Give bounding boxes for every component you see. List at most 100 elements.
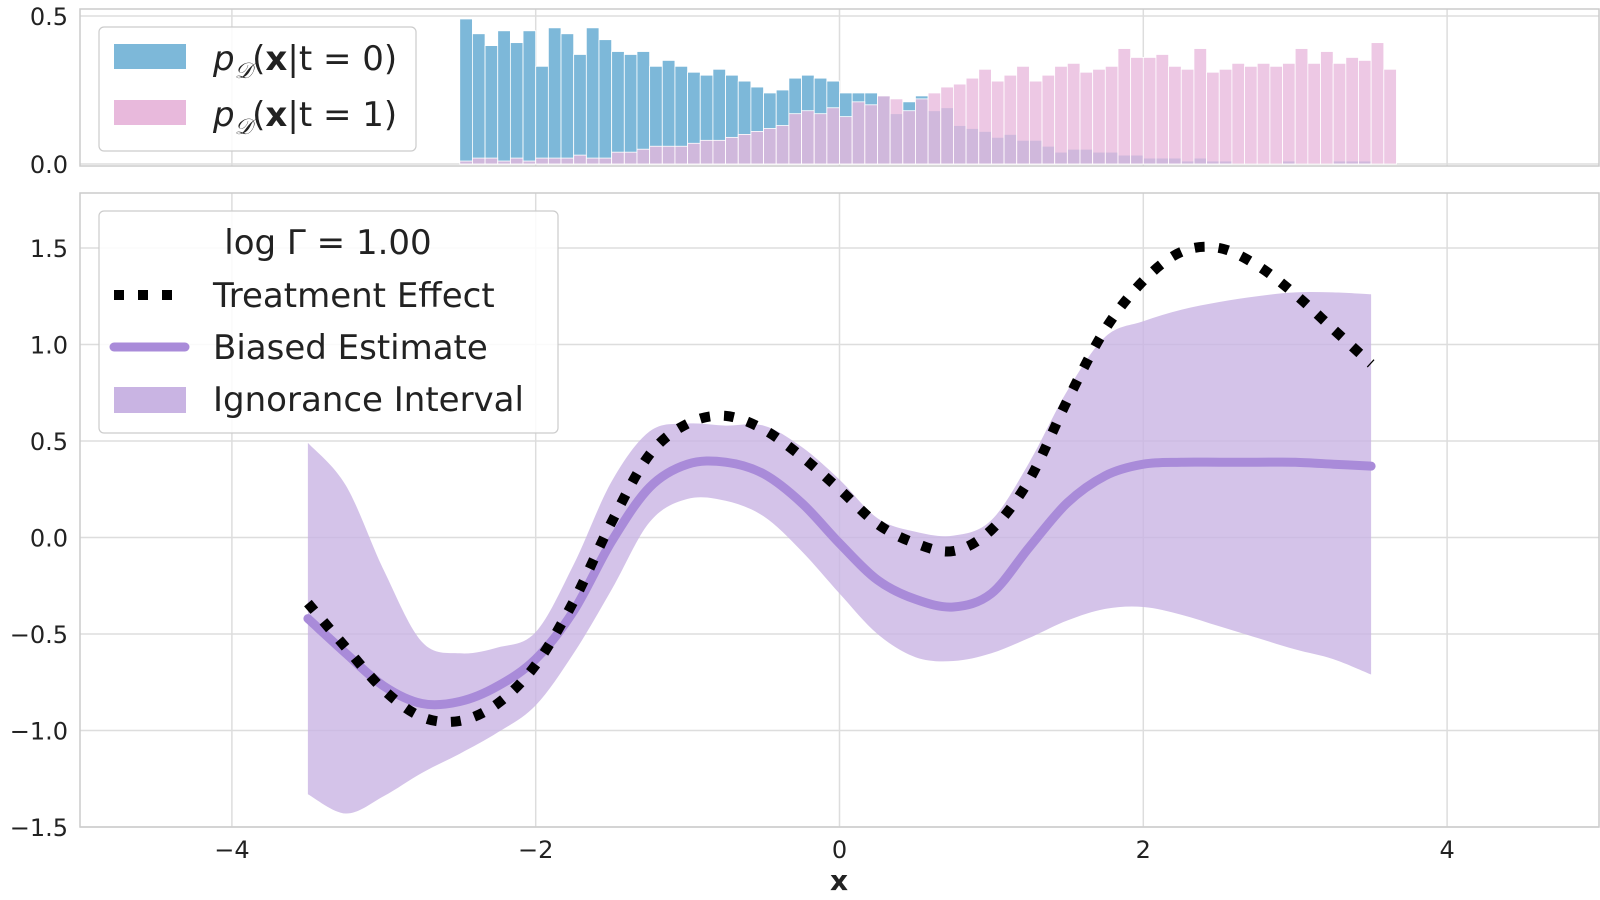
bar-t1 bbox=[1370, 42, 1385, 165]
bar-t1 bbox=[585, 157, 600, 165]
bar-t1 bbox=[737, 133, 752, 165]
bar-t1 bbox=[1345, 57, 1359, 165]
bottom-y-tick-labels: −1.5 −1.0 −0.5 0.0 0.5 1.0 1.5 bbox=[10, 235, 68, 842]
legend-label-t1: p𝒟(x|t = 1) bbox=[212, 95, 397, 140]
bar-t1 bbox=[953, 83, 967, 165]
bar-t1 bbox=[1117, 48, 1132, 165]
bar-t1 bbox=[965, 77, 980, 165]
bar-t1 bbox=[788, 113, 802, 165]
bar-t0 bbox=[573, 54, 587, 165]
bar-t1 bbox=[1256, 62, 1271, 165]
bar-t1 bbox=[851, 101, 866, 165]
top-histogram-panel: 0.0 0.5 p𝒟(x|t = 0) p𝒟(x|t = 1) bbox=[30, 3, 1600, 179]
legend-swatch-t1 bbox=[114, 100, 186, 125]
x-tick-label: 4 bbox=[1439, 836, 1454, 864]
bar-t1 bbox=[1028, 80, 1043, 165]
bar-t0 bbox=[484, 45, 499, 165]
bar-t1 bbox=[1104, 65, 1119, 165]
legend-swatch-t0 bbox=[114, 44, 186, 69]
y-tick-label: −1.0 bbox=[10, 718, 68, 746]
bar-t0 bbox=[535, 65, 549, 165]
bar-t1 bbox=[1269, 65, 1283, 165]
bar-t1 bbox=[940, 86, 954, 165]
bar-t0 bbox=[598, 39, 613, 165]
bar-t1 bbox=[497, 160, 511, 165]
bar-t1 bbox=[1282, 62, 1296, 165]
bar-t1 bbox=[1066, 62, 1081, 165]
bar-t1 bbox=[864, 104, 878, 165]
bar-t1 bbox=[889, 98, 904, 165]
top-y-tick-label: 0.0 bbox=[30, 151, 68, 179]
y-tick-label: 0.0 bbox=[30, 525, 68, 553]
ignorance-interval-band bbox=[307, 292, 1372, 814]
top-axes-frame bbox=[79, 8, 1600, 167]
legend-label-treatment-effect: Treatment Effect bbox=[212, 276, 495, 316]
x-tick-label: 2 bbox=[1136, 836, 1151, 864]
bar-t1 bbox=[1206, 71, 1220, 165]
bar-t1 bbox=[472, 157, 486, 165]
bar-t0 bbox=[522, 30, 537, 165]
bar-t0 bbox=[497, 30, 511, 165]
bar-t0 bbox=[472, 33, 486, 165]
bar-t1 bbox=[1130, 57, 1144, 165]
bar-t1 bbox=[661, 145, 676, 165]
top-y-tick-label: 0.5 bbox=[30, 3, 68, 31]
y-tick-label: 1.5 bbox=[30, 235, 68, 263]
bar-t0 bbox=[623, 54, 638, 165]
bar-t1 bbox=[560, 157, 575, 165]
bar-t1 bbox=[1079, 71, 1094, 165]
x-axis-label: x bbox=[830, 864, 848, 897]
bar-t1 bbox=[459, 160, 473, 165]
bar-t1 bbox=[547, 157, 562, 165]
bottom-x-tick-labels: −4 −2 0 2 4 bbox=[214, 836, 1455, 864]
bar-t0 bbox=[560, 33, 575, 165]
bar-t1 bbox=[674, 145, 688, 165]
x-tick-label: 0 bbox=[832, 836, 847, 864]
x-tick-label: −4 bbox=[214, 836, 249, 864]
bar-t1 bbox=[775, 125, 790, 165]
bar-t1 bbox=[1180, 68, 1195, 165]
bar-t0 bbox=[585, 27, 600, 165]
bar-t1 bbox=[1193, 48, 1207, 165]
bar-t1 bbox=[1218, 68, 1233, 165]
bottom-legend: log Γ = 1.00 Treatment Effect Biased Est… bbox=[98, 210, 559, 434]
bar-t1 bbox=[636, 148, 651, 165]
bar-t1 bbox=[763, 128, 777, 165]
bar-t1 bbox=[1307, 62, 1321, 165]
bottom-legend-box bbox=[98, 210, 559, 434]
bottom-effect-panel: −1.5 −1.0 −0.5 0.0 0.5 1.0 1.5 −4 −2 0 2 4 x log Γ… bbox=[10, 192, 1600, 897]
bar-t1 bbox=[535, 157, 549, 165]
bar-t1 bbox=[1332, 62, 1347, 165]
y-tick-label: −0.5 bbox=[10, 621, 68, 649]
bar-t1 bbox=[725, 136, 739, 165]
bar-t0 bbox=[459, 18, 473, 165]
bar-t1 bbox=[649, 145, 663, 165]
bar-t1 bbox=[1358, 60, 1372, 165]
y-tick-label: −1.5 bbox=[10, 814, 68, 842]
bar-t1 bbox=[712, 139, 726, 165]
bar-t1 bbox=[699, 139, 714, 165]
bar-t1 bbox=[826, 107, 840, 165]
bar-t1 bbox=[1383, 68, 1397, 165]
legend-label-ignorance-interval: Ignorance Interval bbox=[213, 380, 524, 420]
bottom-axes-frame bbox=[79, 192, 1600, 828]
bar-t1 bbox=[750, 131, 764, 165]
bar-t1 bbox=[1054, 65, 1068, 165]
bar-t1 bbox=[484, 157, 499, 165]
bar-t1 bbox=[1092, 68, 1106, 165]
top-y-tick-labels: 0.0 0.5 bbox=[30, 3, 68, 179]
bar-t0 bbox=[636, 51, 651, 165]
legend-label-t0: p𝒟(x|t = 0) bbox=[212, 39, 397, 84]
top-legend: p𝒟(x|t = 0) p𝒟(x|t = 1) bbox=[98, 26, 417, 152]
legend-swatch-ignorance-interval bbox=[114, 387, 186, 413]
bar-t1 bbox=[1041, 74, 1056, 165]
bar-t0 bbox=[547, 27, 562, 165]
bar-t1 bbox=[573, 154, 587, 165]
top-histogram-bars bbox=[459, 18, 1397, 165]
bar-t1 bbox=[1016, 65, 1030, 165]
biased-estimate-line bbox=[303, 456, 1376, 710]
bar-t1 bbox=[1244, 65, 1258, 165]
bar-t1 bbox=[813, 113, 828, 165]
bar-t1 bbox=[598, 157, 613, 165]
